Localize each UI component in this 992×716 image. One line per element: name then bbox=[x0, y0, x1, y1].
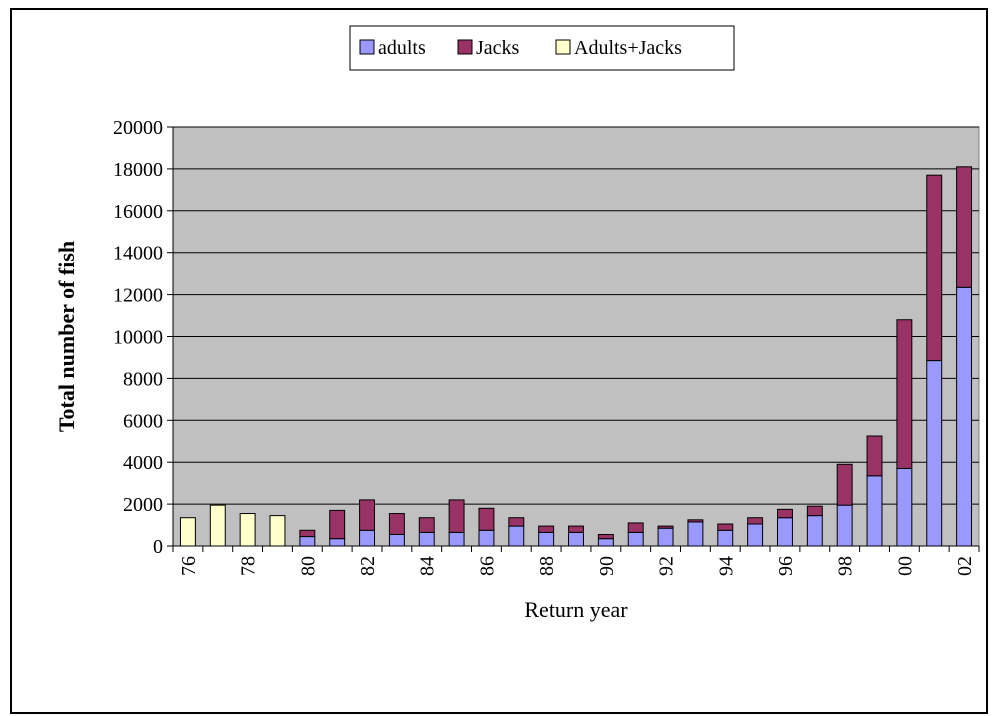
bar-jacks bbox=[687, 519, 704, 523]
bar-jacks bbox=[747, 517, 764, 525]
bars bbox=[179, 166, 973, 547]
bar-jacks bbox=[956, 166, 973, 288]
y-tick-label: 6000 bbox=[123, 410, 163, 432]
chart-frame: 0 2000 4000 6000 8000 10000 12000 14000 16000 180… bbox=[10, 8, 988, 714]
bar-jacks bbox=[836, 463, 853, 506]
x-tick-label: 00 bbox=[894, 556, 916, 576]
bar-adults bbox=[806, 515, 823, 547]
bar-jacks bbox=[926, 174, 943, 362]
bar-jacks bbox=[418, 517, 435, 533]
bar-adults bbox=[538, 531, 555, 547]
x-tick-label: 76 bbox=[178, 556, 200, 576]
bar-adults-jacks bbox=[239, 513, 256, 547]
x-tick-label: 82 bbox=[357, 556, 379, 576]
bar-adults bbox=[866, 475, 883, 547]
bar-adults bbox=[627, 531, 644, 547]
x-tick-label: 92 bbox=[656, 556, 678, 576]
legend-label: adults bbox=[378, 37, 426, 59]
legend-swatch bbox=[457, 39, 473, 55]
legend: adults Jacks Adults+Jacks bbox=[349, 25, 735, 71]
y-tick-label: 10000 bbox=[113, 327, 163, 349]
x-tick-label: 78 bbox=[238, 556, 260, 576]
bar-jacks bbox=[359, 499, 375, 531]
bar-jacks bbox=[717, 523, 734, 531]
bar-jacks bbox=[597, 533, 614, 540]
bar-adults bbox=[508, 525, 525, 547]
x-tick-label: 84 bbox=[417, 556, 439, 576]
y-tick-label: 8000 bbox=[123, 368, 163, 390]
bar-adults bbox=[777, 517, 793, 547]
bar-adults bbox=[657, 527, 674, 547]
bar-adults bbox=[926, 360, 943, 547]
legend-swatch bbox=[555, 39, 571, 55]
bar-jacks bbox=[299, 529, 316, 538]
x-tick-label: 98 bbox=[835, 556, 857, 576]
y-tick-label: 2000 bbox=[123, 494, 163, 516]
axes bbox=[167, 126, 980, 552]
y-tick-label: 4000 bbox=[123, 452, 163, 474]
x-tick-label: 02 bbox=[954, 556, 976, 576]
bar-jacks bbox=[448, 499, 465, 533]
bar-jacks bbox=[329, 509, 346, 540]
bar-adults bbox=[299, 536, 316, 547]
bar-adults-jacks bbox=[209, 504, 226, 547]
bar-jacks bbox=[657, 525, 674, 529]
bar-adults bbox=[896, 467, 913, 547]
y-tick-label: 12000 bbox=[113, 285, 163, 307]
y-axis-label: Total number of fish bbox=[54, 241, 79, 432]
bar-adults bbox=[956, 286, 973, 547]
bar-jacks bbox=[627, 522, 644, 533]
x-axis-label: Return year bbox=[524, 597, 628, 622]
bar-jacks bbox=[866, 435, 883, 477]
bar-adults bbox=[836, 504, 853, 547]
legend-box bbox=[349, 25, 735, 71]
bar-adults bbox=[329, 538, 346, 547]
bar-adults bbox=[478, 529, 495, 547]
bar-jacks bbox=[508, 517, 525, 527]
bar-adults bbox=[418, 531, 435, 547]
x-tick-label: 94 bbox=[715, 556, 737, 576]
x-tick-label: 80 bbox=[297, 556, 319, 576]
x-tick-label: 96 bbox=[775, 556, 797, 576]
bar-jacks bbox=[896, 319, 913, 469]
bar-jacks bbox=[568, 525, 584, 533]
bar-adults bbox=[568, 531, 584, 547]
y-tick-label: 14000 bbox=[113, 243, 163, 265]
bar-adults bbox=[597, 538, 614, 547]
y-tick-label: 16000 bbox=[113, 201, 163, 223]
legend-swatch bbox=[359, 39, 375, 55]
bar-adults bbox=[359, 529, 375, 547]
x-tick-label: 88 bbox=[536, 556, 558, 576]
bar-jacks bbox=[806, 505, 823, 517]
bar-adults bbox=[388, 533, 405, 547]
y-tick-labels: 0 2000 4000 6000 8000 10000 12000 14000 16000 180… bbox=[113, 117, 163, 558]
bar-adults bbox=[448, 531, 465, 547]
legend-label: Jacks bbox=[476, 37, 520, 59]
x-tick-labels: 76 78 80 82 84 86 88 90 92 94 96 98 00 02 bbox=[178, 556, 976, 576]
y-tick-label: 18000 bbox=[113, 159, 163, 181]
bar-jacks bbox=[388, 513, 405, 535]
y-tick-label: 20000 bbox=[113, 117, 163, 139]
bar-adults bbox=[747, 523, 764, 547]
x-tick-label: 86 bbox=[476, 556, 498, 576]
x-tick-label: 90 bbox=[596, 556, 618, 576]
bar-adults bbox=[717, 529, 734, 547]
stacked-bar-chart: 0200040006000800010000120001400016000180… bbox=[54, 25, 980, 622]
legend-label: Adults+Jacks bbox=[574, 37, 682, 59]
bar-adults-jacks bbox=[179, 517, 196, 547]
bar-adults bbox=[687, 521, 704, 547]
bar-jacks bbox=[777, 508, 793, 519]
bar-adults-jacks bbox=[269, 515, 286, 547]
bar-jacks bbox=[538, 525, 555, 533]
bar-jacks bbox=[478, 507, 495, 531]
y-tick-label: 0 bbox=[153, 536, 163, 558]
